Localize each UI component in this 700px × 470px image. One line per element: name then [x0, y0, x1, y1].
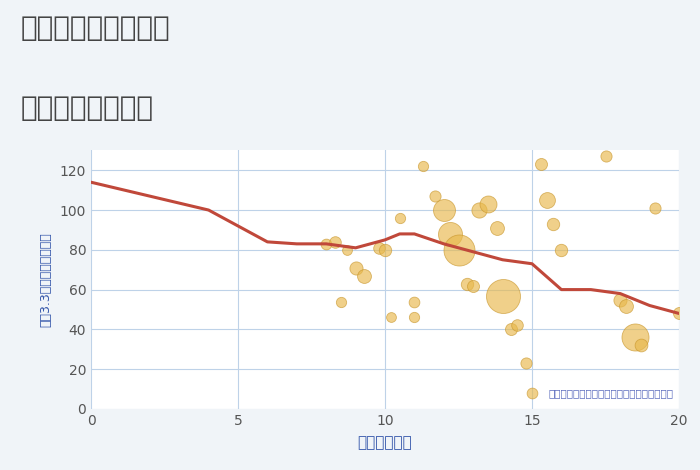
Point: [629, 334, 641, 341]
Point: [453, 246, 464, 254]
Point: [341, 246, 352, 254]
Y-axis label: 坪（3.3㎡）単価（万円）: 坪（3.3㎡）単価（万円）: [40, 232, 52, 327]
Point: [359, 272, 370, 280]
Point: [350, 264, 361, 272]
Point: [506, 326, 517, 333]
Point: [321, 240, 332, 248]
Point: [620, 302, 631, 309]
X-axis label: 駅距離（分）: 駅距離（分）: [358, 435, 412, 450]
Point: [547, 220, 558, 228]
Point: [374, 244, 385, 251]
Point: [521, 360, 532, 367]
Point: [635, 342, 646, 349]
Point: [409, 298, 420, 306]
Point: [615, 296, 626, 303]
Text: 駅距離別土地価格: 駅距離別土地価格: [21, 94, 154, 122]
Point: [482, 200, 493, 208]
Point: [650, 204, 661, 212]
Point: [330, 238, 341, 246]
Point: [541, 196, 552, 204]
Point: [335, 298, 346, 306]
Point: [497, 292, 508, 299]
Point: [429, 192, 440, 200]
Point: [409, 313, 420, 321]
Point: [600, 153, 611, 160]
Point: [379, 246, 391, 254]
Point: [556, 246, 567, 254]
Point: [462, 280, 473, 287]
Point: [385, 313, 396, 321]
Point: [468, 282, 479, 290]
Text: 埼玉県戸田市喜沢の: 埼玉県戸田市喜沢の: [21, 14, 171, 42]
Point: [473, 206, 484, 214]
Point: [491, 224, 503, 232]
Text: 円の大きさは、取引のあった物件面積を示す: 円の大きさは、取引のあった物件面積を示す: [548, 389, 673, 399]
Point: [673, 310, 685, 317]
Point: [394, 214, 405, 222]
Point: [438, 206, 449, 214]
Point: [512, 321, 523, 329]
Point: [536, 161, 547, 168]
Point: [444, 230, 455, 238]
Point: [418, 163, 429, 170]
Point: [526, 389, 538, 397]
